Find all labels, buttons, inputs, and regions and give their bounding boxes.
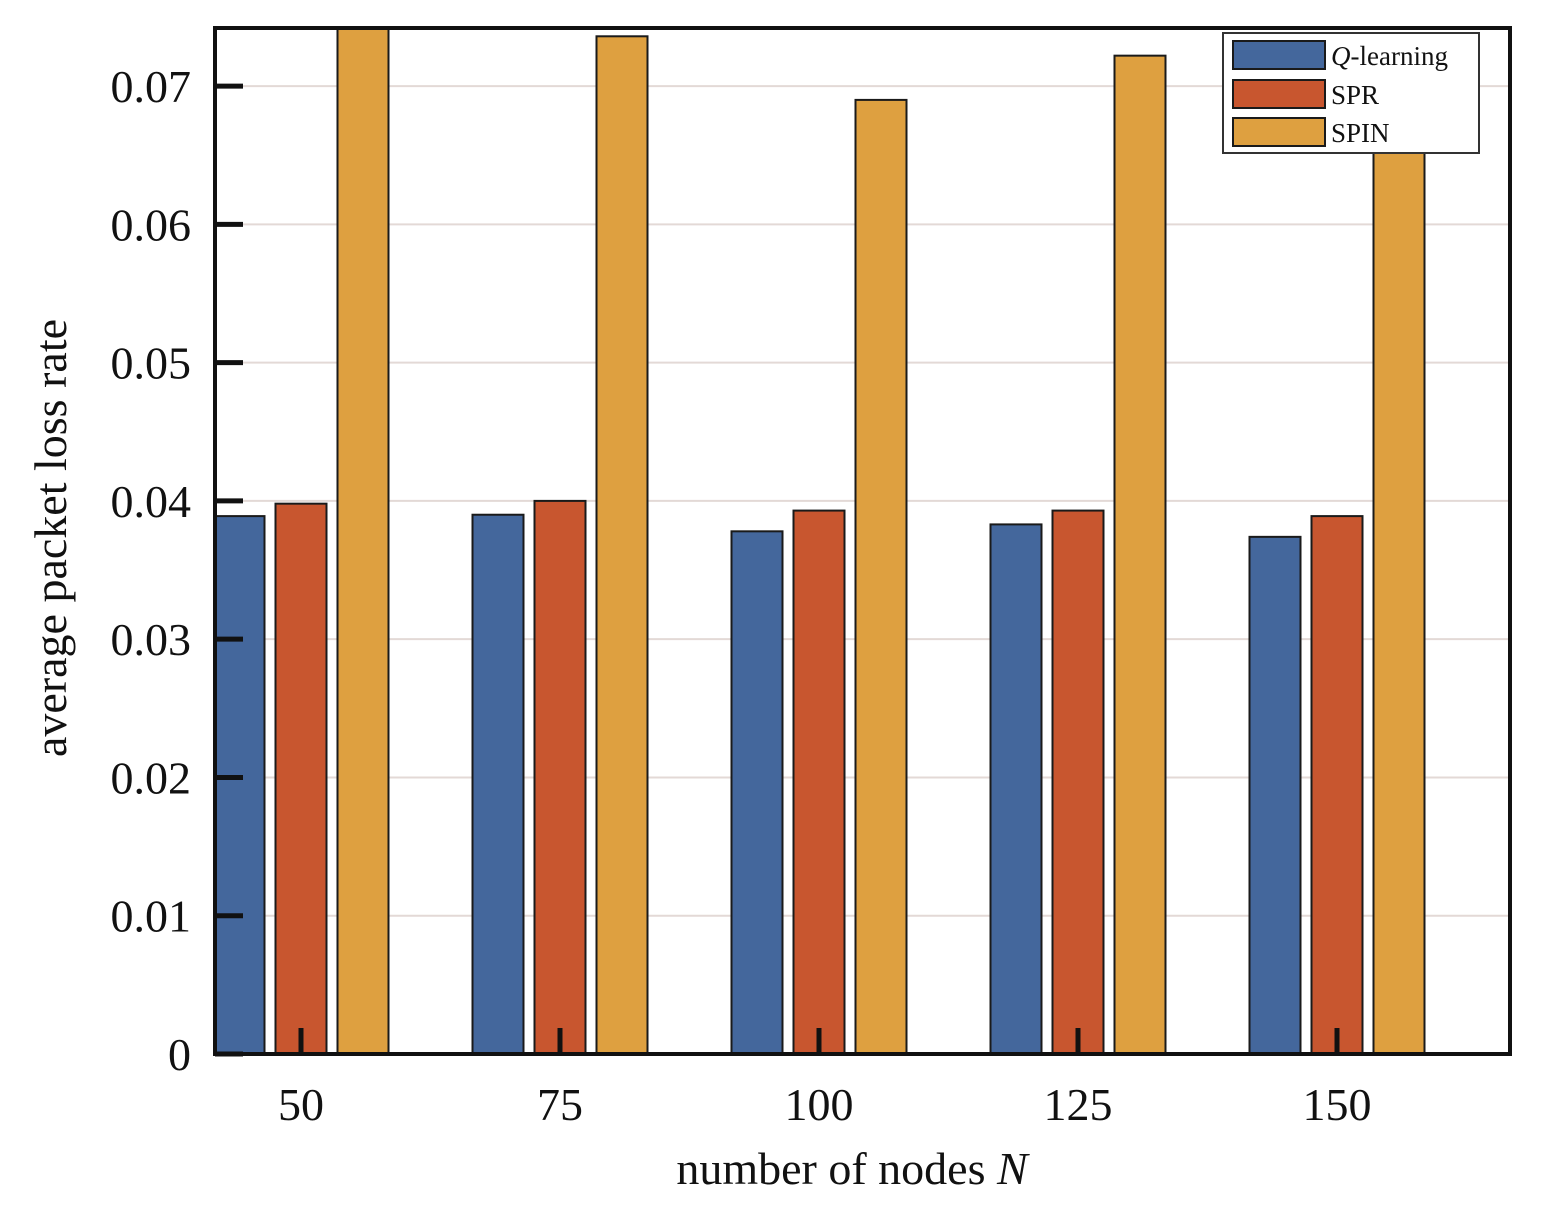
bar-spr-125 [1051,509,1105,1055]
x-axis-label: number of nodes N [676,1143,1030,1194]
y-tick-label: 0.06 [111,199,192,250]
y-tick-label: 0 [168,1029,191,1080]
x-axis-label-text: number of nodes [676,1143,997,1194]
legend-swatch-q-learning [1232,40,1326,70]
legend-swatch-spin [1232,117,1326,147]
bar-spin-150 [1372,71,1426,1055]
legend-label-q-learning: Q-learning [1331,41,1448,71]
y-tick-label: 0.07 [111,61,192,112]
bar-spr-75 [533,499,587,1055]
y-tick-label: 0.03 [111,614,192,665]
bar-spin-100 [854,98,908,1056]
x-axis-ticks: 50 75 100 125 150 [278,1028,1372,1130]
y-tick-label: 0.02 [111,752,192,803]
bar-q-learning-50 [214,515,266,1055]
y-tick-label: 0.01 [111,891,192,942]
legend: Q-learning SPR SPIN [1222,32,1480,154]
x-tick-label: 75 [537,1079,583,1130]
x-tick-label: 150 [1303,1079,1372,1130]
bar-q-learning-100 [730,530,784,1055]
legend-label-spin: SPIN [1331,118,1390,148]
y-tick-label: 0.05 [111,338,192,389]
legend-swatch-spr [1232,79,1326,109]
x-tick-label: 50 [278,1079,324,1130]
bars [214,27,1426,1056]
bar-spin-75 [595,35,649,1055]
x-axis-label-variable: N [996,1143,1030,1194]
bar-q-learning-150 [1248,535,1302,1055]
bar-q-learning-125 [989,523,1043,1055]
bar-spr-150 [1310,515,1364,1055]
bar-spin-50 [336,27,390,1055]
bar-q-learning-75 [471,513,525,1055]
bar-spr-50 [274,502,328,1055]
legend-label-spr: SPR [1331,80,1379,110]
bar-spr-100 [792,509,846,1055]
bar-spin-125 [1113,54,1167,1056]
plot-frame [213,26,1512,1056]
y-axis-label: average packet loss rate [25,319,76,757]
y-axis-ticks: 0 0.01 0.02 0.03 0.04 0.05 0.06 0.07 [111,61,243,1080]
x-tick-label: 100 [785,1079,854,1130]
x-tick-label: 125 [1044,1079,1113,1130]
y-tick-label: 0.04 [111,476,192,527]
